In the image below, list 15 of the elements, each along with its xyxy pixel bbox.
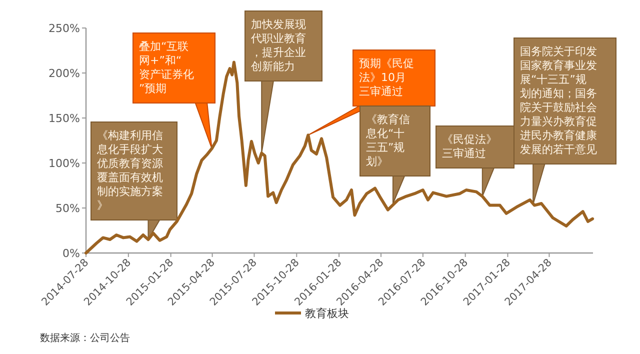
annotation: 《民促法》三审通过 xyxy=(442,133,497,160)
y-tick-label: 250% xyxy=(48,22,80,35)
y-tick-label: 100% xyxy=(48,157,80,170)
y-tick-label: 150% xyxy=(48,112,80,125)
annotation: 《教育信息化“十三五”规划》 xyxy=(365,113,410,168)
y-tick-label: 0% xyxy=(62,247,80,260)
y-tick-label: 50% xyxy=(56,202,80,215)
annotation: 《构建利用信息化手段扩大优质教育资源覆盖面有效机制的实施方案》 xyxy=(96,129,163,212)
annotation: 加快发展现代职业教育，提升企业创新能力 xyxy=(250,18,306,73)
source-note: 数据来源：公司公告 xyxy=(40,332,130,344)
annotation: 预期《民促法》10月三审通过 xyxy=(359,57,414,98)
annotation: 国务院关于印发国家教育事业发展“十三五”规划的通知；国务院关于鼓励社会力量兴办教育促进民办教育健康发展的若干意见 xyxy=(520,45,597,156)
legend-label: 教育板块 xyxy=(305,307,349,320)
annotation: 叠加“互联网+”和“资产证券化”预期 xyxy=(139,40,194,95)
y-tick-label: 200% xyxy=(48,67,80,80)
